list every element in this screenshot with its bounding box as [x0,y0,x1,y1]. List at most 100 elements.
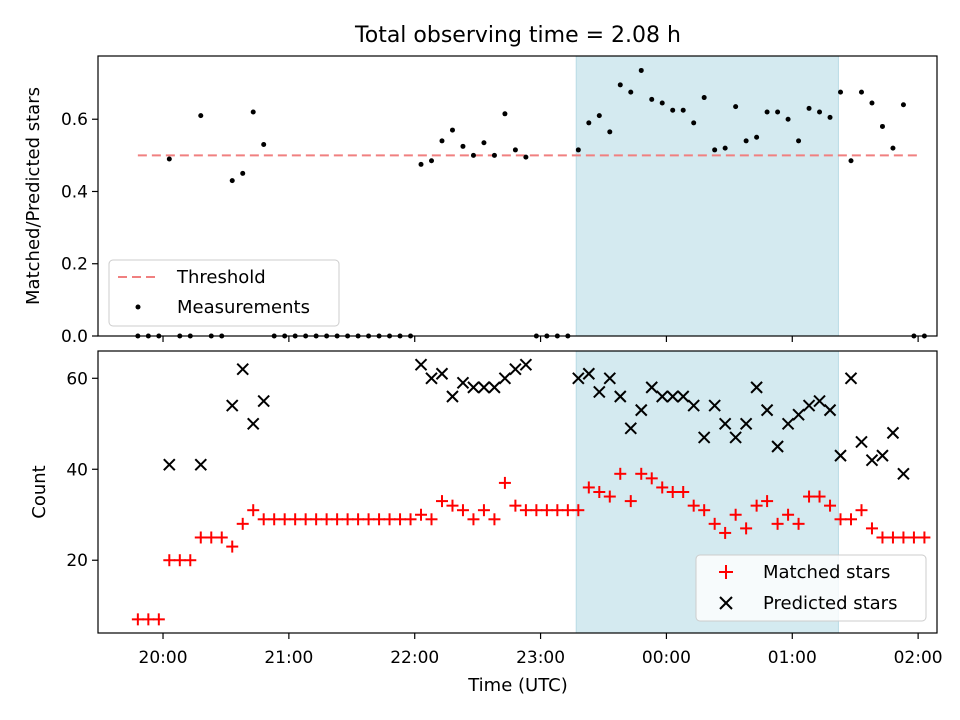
matched-star-point [352,513,365,526]
matched-star-point [373,513,386,526]
y-tick-label: 60 [66,369,88,389]
measurement-point [733,104,739,110]
predicted-star-point [750,381,763,394]
measurement-point [575,147,581,153]
measurement-point [198,113,204,119]
legend-measurements-label: Measurements [177,297,310,318]
predicted-star-point [656,390,669,403]
matched-star-point [268,513,281,526]
y-tick-label: 0.4 [61,182,88,202]
matched-star-point [918,531,931,544]
matched-star-point [415,508,428,521]
predicted-star-point [844,372,858,385]
measurement-point [848,158,854,164]
measurement-point [617,82,623,88]
measurement-point [491,152,497,158]
measurement-point [481,140,487,146]
predicted-star-point [876,449,889,462]
measurement-point [743,138,749,144]
matched-star-point [876,531,889,544]
legend-threshold-label: Threshold [176,267,266,288]
measurement-point [691,120,697,126]
predicted-star-point [645,381,658,394]
predicted-star-point [886,426,900,440]
bottom-x-ticks: 20:00 21:00 22:00 23:00 00:00 01:00 02:00 [139,633,943,668]
measurement-point [796,138,802,144]
matched-star-point [603,490,616,503]
matched-star-point [645,472,658,485]
predicted-star-point [603,372,616,385]
measurement-point [607,129,613,135]
predicted-star-point [676,390,690,403]
matched-star-point [729,508,742,521]
matched-star-point [215,531,228,544]
matched-star-point [131,613,144,626]
x-tick-label: 23:00 [516,648,565,668]
predicted-star-point [624,422,637,435]
measurement-point [166,156,172,162]
measurement-point [628,89,634,95]
matched-star-point [331,513,344,526]
predicted-star-point [435,367,449,380]
legend-matched-swatch [719,565,733,579]
legend-predicted-label: Predicted stars [763,593,897,614]
predicted-star-point [414,358,428,371]
measurement-point [649,96,655,102]
measurement-point [429,158,435,164]
predicted-star-point [781,417,795,430]
matched-star-point [142,613,155,626]
measurement-point [775,109,781,115]
predicted-star-point [813,394,826,408]
measurement-point [701,95,707,101]
matched-star-point [194,531,207,544]
measurement-point [764,109,770,115]
measurement-point [449,127,455,133]
measurement-point [659,100,665,106]
predicted-star-point [236,362,249,376]
matched-star-point [278,513,291,526]
y-tick-label: 40 [66,460,88,480]
x-tick-label: 02:00 [894,648,943,668]
matched-star-point [467,513,480,526]
matched-star-point [488,513,501,526]
x-tick-label: 00:00 [642,648,691,668]
predicted-star-point [467,381,480,394]
x-tick-label: 20:00 [139,648,188,668]
matched-star-point [540,504,553,517]
measurement-point [900,102,906,108]
matched-star-point [855,504,868,517]
measurement-point [418,161,424,167]
matched-star-point [865,522,878,535]
matched-star-point [907,531,920,544]
predicted-star-point [163,458,176,471]
legend-measurements-swatch [135,304,141,310]
predicted-star-point [519,358,533,371]
matched-star-point [761,495,774,508]
matched-star-point [750,499,763,512]
predicted-star-point [729,431,742,444]
matched-star-point [813,490,826,503]
matched-star-point [593,486,606,498]
matched-star-point [614,467,627,480]
predicted-star-point [614,390,627,403]
measurement-point [754,134,760,140]
predicted-star-point [802,399,816,412]
matched-star-point [152,613,165,626]
measurement-point [890,145,896,151]
top-x-ticks [162,336,919,342]
measurement-point [586,120,592,126]
matched-star-point [498,476,511,489]
matched-star-point [404,513,417,526]
matched-star-point [886,531,899,544]
matched-star-point [782,508,795,521]
legend-predicted-swatch [719,596,733,610]
measurement-point [869,100,875,106]
predicted-star-point [865,453,879,467]
predicted-star-point [666,390,679,403]
matched-star-point [530,504,543,517]
matched-star-point [771,517,784,530]
measurement-point [785,116,791,122]
matched-star-point [383,513,396,526]
predicted-star-point [792,408,805,421]
